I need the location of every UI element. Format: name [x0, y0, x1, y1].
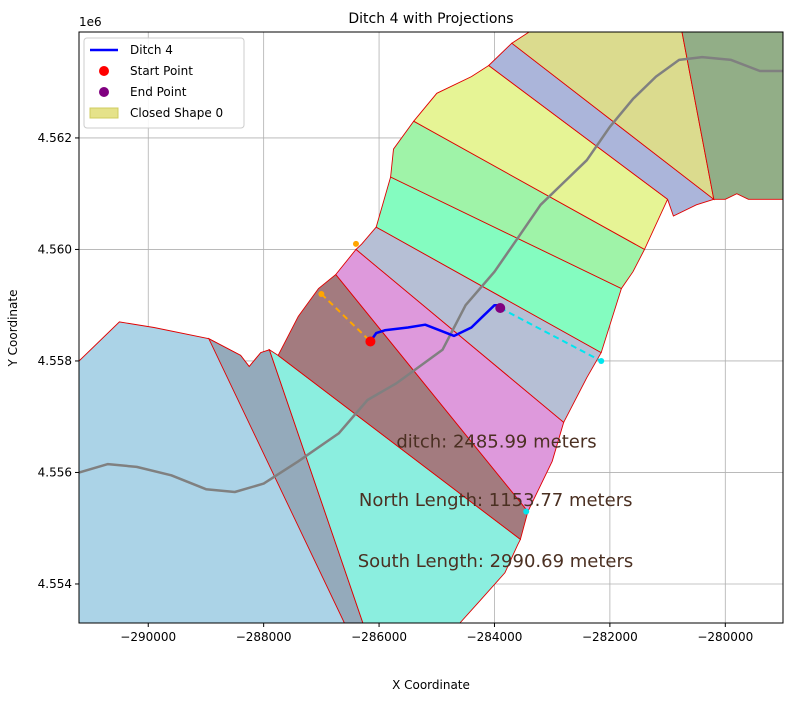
legend-label: Start Point [130, 64, 193, 78]
y-ticks: 4.554 4.556 4.558 4.560 4.562 [38, 131, 79, 591]
legend-swatch [99, 87, 109, 97]
y-offset-label: 1e6 [79, 15, 102, 29]
south-projection-marker [598, 357, 605, 364]
legend-swatch [89, 107, 119, 119]
closed-shape-11 [681, 32, 783, 200]
x-tick-label: −290000 [120, 630, 176, 644]
north-projection-line [320, 293, 372, 343]
annotation-1: North Length: 1153.77 meters [359, 490, 633, 511]
x-tick-label: −288000 [236, 630, 292, 644]
legend-label: End Point [130, 85, 187, 99]
line-layer [79, 55, 783, 494]
closed-shape-10 [511, 32, 715, 201]
legend-label: Closed Shape 0 [130, 106, 223, 120]
centerline [79, 55, 783, 494]
y-tick-label: 4.554 [38, 577, 72, 591]
y-tick-label: 4.560 [38, 242, 72, 256]
y-axis-label: Y Coordinate [6, 290, 20, 368]
annotations: ditch: 2485.99 meters North Length: 1153.… [358, 431, 634, 572]
annotation-0: ditch: 2485.99 meters [396, 431, 596, 452]
north-projection-marker [318, 291, 325, 298]
x-tick-label: −284000 [467, 630, 523, 644]
x-tick-label: −286000 [351, 630, 407, 644]
plot-frame [78, 31, 784, 624]
y-tick-label: 4.562 [38, 131, 72, 145]
y-tick-label: 4.558 [38, 354, 72, 368]
south-extra-marker [523, 508, 530, 515]
x-tick-label: −280000 [697, 630, 753, 644]
ditch-line [369, 303, 501, 343]
start-point [365, 336, 376, 347]
x-ticks: −290000 −288000 −286000 −284000 −282000 −2800… [120, 623, 753, 644]
legend-label: Ditch 4 [130, 43, 173, 57]
y-tick-label: 4.556 [38, 465, 72, 479]
closed-shape-1 [207, 337, 364, 623]
chart-title: Ditch 4 with Projections [348, 11, 513, 27]
legend-box [83, 37, 245, 129]
south-projection-line [499, 307, 602, 362]
annotation-2: South Length: 2990.69 meters [358, 551, 634, 572]
point-layer [318, 240, 605, 515]
x-tick-label: −282000 [582, 630, 638, 644]
x-axis-label: X Coordinate [392, 678, 470, 692]
legend: Ditch 4 Start Point End Point Closed Shape … [83, 37, 245, 129]
legend-swatch [99, 66, 109, 76]
end-point [495, 302, 506, 313]
north-extra-marker [352, 240, 359, 247]
closed-shape-4 [335, 248, 565, 513]
